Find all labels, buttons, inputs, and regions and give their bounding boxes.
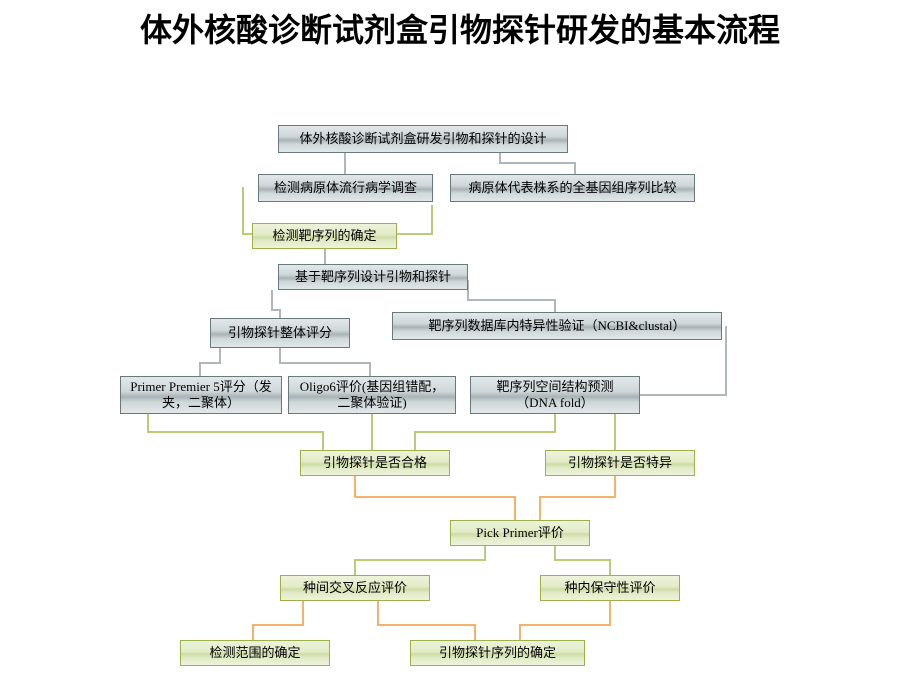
edge (540, 476, 615, 520)
flowchart-node: 种内保守性评价 (540, 575, 680, 601)
flowchart-node: 种间交叉反应评价 (280, 575, 430, 601)
node-label: Oligo6评价(基因组错配，二聚体验证) (295, 379, 449, 412)
node-label: 靶序列数据库内特异性验证（NCBI&clustal） (428, 318, 685, 334)
flowchart-node: 基于靶序列设计引物和探针 (278, 264, 468, 290)
flowchart-node: 引物探针是否特异 (545, 450, 695, 476)
node-label: 引物探针整体评分 (228, 325, 332, 341)
edge (253, 601, 303, 640)
node-label: 引物探针是否特异 (568, 455, 672, 471)
edge (415, 414, 555, 450)
node-label: 种间交叉反应评价 (303, 580, 407, 596)
edge (243, 187, 252, 234)
edge (355, 546, 485, 575)
node-label: 靶序列空间结构预测（DNA fold） (477, 379, 633, 412)
node-label: 病原体代表株系的全基因组序列比较 (468, 180, 676, 196)
flowchart-node: Pick Primer评价 (450, 520, 590, 546)
edge (200, 348, 220, 376)
flowchart-node: Oligo6评价(基因组错配，二聚体验证) (288, 376, 456, 414)
edge (280, 348, 370, 376)
flowchart-node: 检测靶序列的确定 (252, 223, 397, 249)
node-label: 种内保守性评价 (564, 580, 655, 596)
flowchart-node: 检测病原体流行病学调查 (258, 174, 433, 202)
node-label: Primer Premier 5评分（发夹，二聚体） (127, 379, 275, 412)
flowchart-node: 体外核酸诊断试剂盒研发引物和探针的设计 (278, 125, 568, 153)
node-label: 引物探针序列的确定 (439, 645, 556, 661)
edge (355, 476, 515, 520)
node-label: 检测靶序列的确定 (272, 228, 376, 244)
flowchart-node: 引物探针是否合格 (300, 450, 450, 476)
node-label: 体外核酸诊断试剂盒研发引物和探针的设计 (299, 131, 546, 147)
flowchart-node: 引物探针整体评分 (210, 318, 350, 348)
node-label: Pick Primer评价 (476, 525, 564, 541)
node-label: 检测病原体流行病学调查 (274, 180, 417, 196)
edge (378, 601, 475, 640)
flowchart-node: 引物探针序列的确定 (410, 640, 585, 666)
edge (272, 290, 280, 318)
flowchart-node: Primer Premier 5评分（发夹，二聚体） (120, 376, 282, 414)
edge (397, 205, 432, 234)
edge (500, 153, 575, 174)
node-label: 基于靶序列设计引物和探针 (295, 269, 451, 285)
edge (468, 280, 555, 312)
flowchart-node: 靶序列数据库内特异性验证（NCBI&clustal） (392, 312, 722, 340)
flowchart-edges (0, 0, 920, 690)
edge (555, 546, 610, 575)
node-label: 引物探针是否合格 (323, 455, 427, 471)
flowchart-node: 检测范围的确定 (180, 640, 330, 666)
flowchart-node: 病原体代表株系的全基因组序列比较 (450, 174, 695, 202)
node-label: 检测范围的确定 (209, 645, 300, 661)
edge (520, 601, 610, 640)
edge (148, 414, 323, 450)
flowchart-node: 靶序列空间结构预测（DNA fold） (470, 376, 640, 414)
